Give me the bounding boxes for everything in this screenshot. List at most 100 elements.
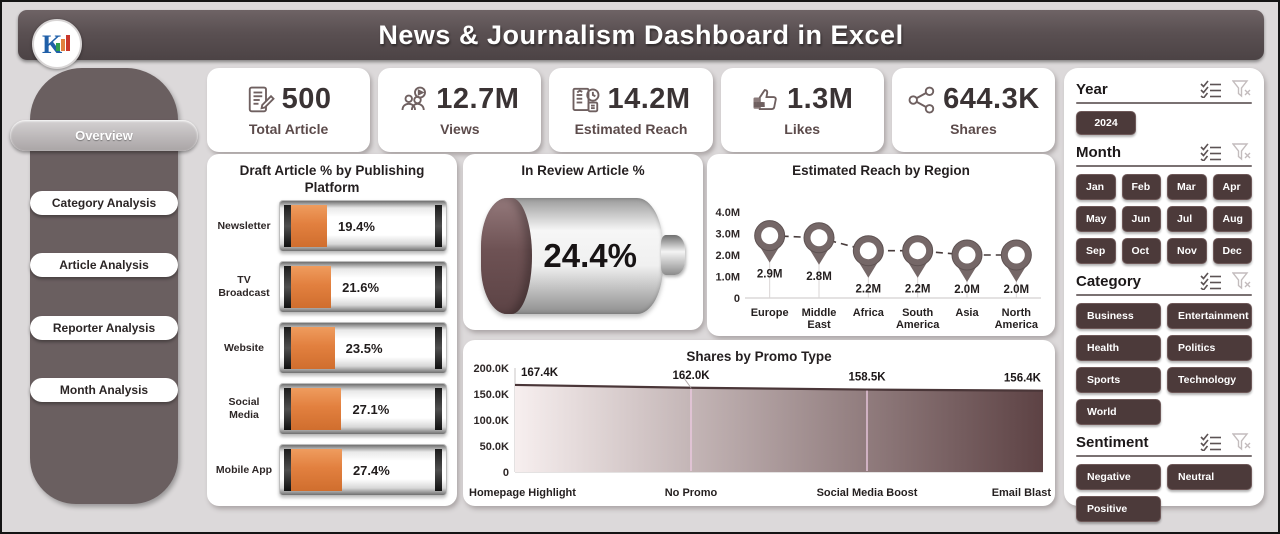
- month-option-sep[interactable]: Sep: [1076, 238, 1116, 264]
- kpi-card-likes: LIKE 1.3M Likes: [720, 68, 884, 152]
- month-option-aug[interactable]: Aug: [1212, 206, 1252, 232]
- month-option-dec[interactable]: Dec: [1212, 238, 1252, 264]
- kpi-card-views: 12.7M Views: [378, 68, 542, 152]
- battery-bar-row: Mobile App 27.4%: [213, 442, 447, 498]
- svg-text:No Promo: No Promo: [665, 487, 718, 499]
- month-options: Jan Feb Mar Apr May Jun Jul Aug Sep Oct Nov Dec: [1076, 174, 1252, 264]
- svg-text:0: 0: [503, 467, 509, 479]
- sentiment-option-neutral[interactable]: Neutral: [1167, 464, 1252, 490]
- kpi-label: Estimated Reach: [574, 121, 688, 137]
- multi-select-icon[interactable]: [1200, 80, 1222, 98]
- svg-text:America: America: [896, 319, 940, 331]
- category-options: Business Entertainment Health Politics Sport…: [1076, 303, 1252, 425]
- battery-gauge-body: 24.4%: [481, 198, 663, 314]
- sidebar-item-reporter-analysis[interactable]: Reporter Analysis: [30, 316, 178, 340]
- category-option-business[interactable]: Business: [1076, 303, 1161, 329]
- clear-filter-icon[interactable]: [1232, 433, 1252, 451]
- svg-text:Africa: Africa: [853, 307, 885, 319]
- year-options: 2024: [1076, 111, 1252, 135]
- divider: [1076, 102, 1252, 104]
- battery-bar: 19.4%: [279, 200, 447, 252]
- month-option-oct[interactable]: Oct: [1121, 238, 1161, 264]
- category-option-health[interactable]: Health: [1076, 335, 1161, 361]
- month-option-may[interactable]: May: [1076, 206, 1116, 232]
- svg-text:1.0M: 1.0M: [716, 271, 740, 283]
- multi-select-icon[interactable]: [1200, 433, 1222, 451]
- category-option-technology[interactable]: Technology: [1167, 367, 1252, 393]
- chart-title: Draft Article % by Publishing Platform: [239, 163, 425, 195]
- month-option-jun[interactable]: Jun: [1121, 206, 1161, 232]
- value-label: 19.4%: [338, 218, 375, 234]
- draft-article-chart-card: Draft Article % by Publishing Platform N…: [207, 154, 457, 506]
- map-pin: [852, 235, 884, 278]
- clear-filter-icon[interactable]: [1232, 80, 1252, 98]
- category-option-entertainment[interactable]: Entertainment: [1167, 303, 1252, 329]
- sentiment-options: Negative Neutral Positive: [1076, 464, 1252, 522]
- month-option-apr[interactable]: Apr: [1212, 174, 1252, 200]
- sentiment-option-positive[interactable]: Positive: [1076, 496, 1161, 522]
- year-slicer-header: Year: [1076, 80, 1252, 98]
- slicer-title: Month: [1076, 143, 1121, 161]
- sidebar-item-category-analysis[interactable]: Category Analysis: [30, 191, 178, 215]
- category-option-politics[interactable]: Politics: [1167, 335, 1252, 361]
- multi-select-icon[interactable]: [1200, 272, 1222, 290]
- battery-bar-fill: [291, 388, 342, 430]
- battery-bar: 27.4%: [279, 444, 447, 496]
- likes-icon: LIKE: [751, 85, 781, 115]
- header-bar: K News & Journalism Dashboard in Excel: [18, 10, 1264, 69]
- region-pin-chart: 0 1.0M 2.0M 3.0M 4.0M 2.9M 2.8M 2.2M 2.2M 2.0M 2.0…: [707, 180, 1055, 332]
- svg-text:Email Blast: Email Blast: [992, 487, 1051, 499]
- kpi-value: 644.3K: [943, 83, 1040, 115]
- month-option-jul[interactable]: Jul: [1167, 206, 1207, 232]
- month-option-nov[interactable]: Nov: [1167, 238, 1207, 264]
- kpi-label: Shares: [950, 121, 997, 137]
- svg-text:100.0K: 100.0K: [474, 415, 510, 427]
- svg-text:167.4K: 167.4K: [521, 367, 559, 379]
- battery-bar-row: Newsletter 19.4%: [213, 198, 447, 254]
- category-label: TV Broadcast: [218, 274, 270, 299]
- svg-text:North: North: [1002, 307, 1032, 319]
- battery-gauge-fill: [481, 198, 533, 314]
- kpi-value: 1.3M: [786, 83, 854, 115]
- multi-select-icon[interactable]: [1200, 143, 1222, 161]
- divider: [1076, 294, 1252, 296]
- divider: [1076, 165, 1252, 167]
- kpi-card-total-article: 500 Total Article: [207, 68, 371, 152]
- clear-filter-icon[interactable]: [1232, 272, 1252, 290]
- value-label: 23.5%: [345, 340, 383, 356]
- month-option-mar[interactable]: Mar: [1167, 174, 1207, 200]
- sidebar-item-overview[interactable]: Overview: [10, 120, 198, 151]
- sidebar-item-month-analysis[interactable]: Month Analysis: [30, 378, 178, 402]
- category-option-sports[interactable]: Sports: [1076, 367, 1161, 393]
- battery-bar-fill: [291, 327, 335, 369]
- sentiment-option-negative[interactable]: Negative: [1076, 464, 1161, 490]
- month-option-feb[interactable]: Feb: [1121, 174, 1161, 200]
- map-pin: [803, 222, 835, 265]
- svg-text:Asia: Asia: [955, 307, 979, 319]
- chart-title: Estimated Reach by Region: [792, 163, 970, 178]
- divider: [1076, 455, 1252, 457]
- sidebar-item-article-analysis[interactable]: Article Analysis: [30, 253, 178, 277]
- kpi-card-estimated-reach: 14.2M Estimated Reach: [549, 68, 713, 152]
- battery-bar-fill: [291, 205, 328, 247]
- category-label: Mobile App: [215, 463, 273, 476]
- year-option-2024[interactable]: 2024: [1076, 111, 1136, 135]
- svg-text:2.0M: 2.0M: [716, 250, 740, 262]
- battery-bar: 21.6%: [279, 261, 447, 313]
- slicer-title: Category: [1076, 272, 1142, 290]
- map-pin: [1000, 239, 1032, 282]
- category-option-world[interactable]: World: [1076, 399, 1161, 425]
- map-pin: [754, 220, 786, 263]
- battery-terminal: [661, 235, 685, 275]
- kpi-value: 12.7M: [436, 83, 520, 115]
- svg-text:156.4K: 156.4K: [1004, 373, 1042, 385]
- shares-icon: [907, 85, 937, 115]
- svg-text:50.0K: 50.0K: [480, 441, 509, 453]
- svg-text:America: America: [995, 319, 1039, 331]
- clear-filter-icon[interactable]: [1232, 143, 1252, 161]
- month-option-jan[interactable]: Jan: [1076, 174, 1116, 200]
- svg-text:2.8M: 2.8M: [806, 271, 832, 283]
- kpi-row: 500 Total Article 12.7M Views 14.2M Estimated…: [207, 68, 1056, 152]
- chart-title: Shares by Promo Type: [686, 349, 832, 364]
- battery-bar: 23.5%: [279, 322, 447, 374]
